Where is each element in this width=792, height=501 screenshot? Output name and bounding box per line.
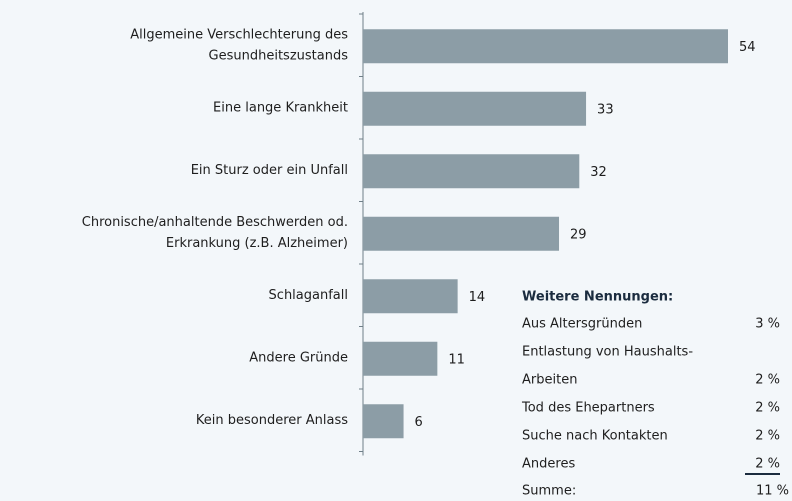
category-label: Ein Sturz oder ein Unfall (191, 163, 348, 178)
bar (363, 404, 404, 439)
table-label: Suche nach Kontakten (522, 429, 668, 444)
value-label: 11 (448, 352, 465, 367)
category-label: Erkrankung (z.B. Alzheimer) (166, 236, 348, 251)
bar (363, 216, 560, 251)
value-label: 14 (469, 290, 486, 305)
category-label: Eine lange Krankheit (213, 100, 348, 115)
value-label: 6 (415, 415, 423, 430)
table-label: Arbeiten (522, 373, 577, 388)
table-label: Tod des Ehepartners (521, 401, 655, 416)
table-label: Anderes (522, 457, 575, 472)
category-label: Kein besonderer Anlass (196, 413, 348, 428)
category-label: Allgemeine Verschlechterung des (130, 27, 348, 42)
table-value: 2 % (755, 401, 780, 416)
category-label: Chronische/anhaltende Beschwerden od. (82, 215, 348, 230)
total-label: Summe: (522, 484, 576, 499)
table-value: 2 % (755, 457, 780, 472)
table-value: 2 % (755, 429, 780, 444)
category-label: Gesundheitszustands (209, 48, 349, 63)
bar (363, 279, 458, 314)
table-value: 2 % (755, 373, 780, 388)
bar (363, 341, 438, 376)
value-label: 32 (590, 165, 607, 180)
table-label: Aus Altersgründen (522, 317, 642, 332)
table-title: Weitere Nennungen: (522, 290, 673, 305)
bar (363, 29, 728, 64)
category-label: Andere Gründe (249, 350, 348, 365)
bar (363, 91, 587, 126)
total-value: 11 % (756, 484, 789, 499)
value-label: 33 (597, 102, 614, 117)
bar (363, 154, 580, 189)
value-label: 54 (739, 40, 756, 55)
category-label: Schlaganfall (269, 288, 348, 303)
table-label: Entlastung von Haushalts- (522, 345, 693, 360)
table-value: 3 % (755, 317, 780, 332)
value-label: 29 (570, 227, 587, 242)
